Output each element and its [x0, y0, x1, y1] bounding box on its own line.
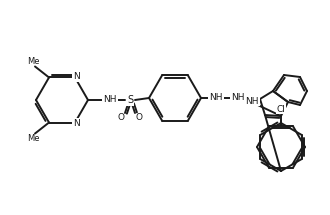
Text: NH: NH	[103, 95, 117, 104]
Text: NH: NH	[245, 97, 259, 106]
Text: Cl: Cl	[277, 104, 285, 114]
Text: Me: Me	[27, 57, 39, 66]
Text: NH: NH	[231, 94, 245, 103]
Text: NH: NH	[209, 94, 223, 103]
Text: N: N	[73, 119, 80, 128]
Text: O: O	[136, 112, 143, 121]
Text: O: O	[117, 112, 124, 121]
Text: Me: Me	[27, 134, 39, 143]
Text: N: N	[73, 72, 80, 81]
Text: S: S	[127, 95, 133, 105]
